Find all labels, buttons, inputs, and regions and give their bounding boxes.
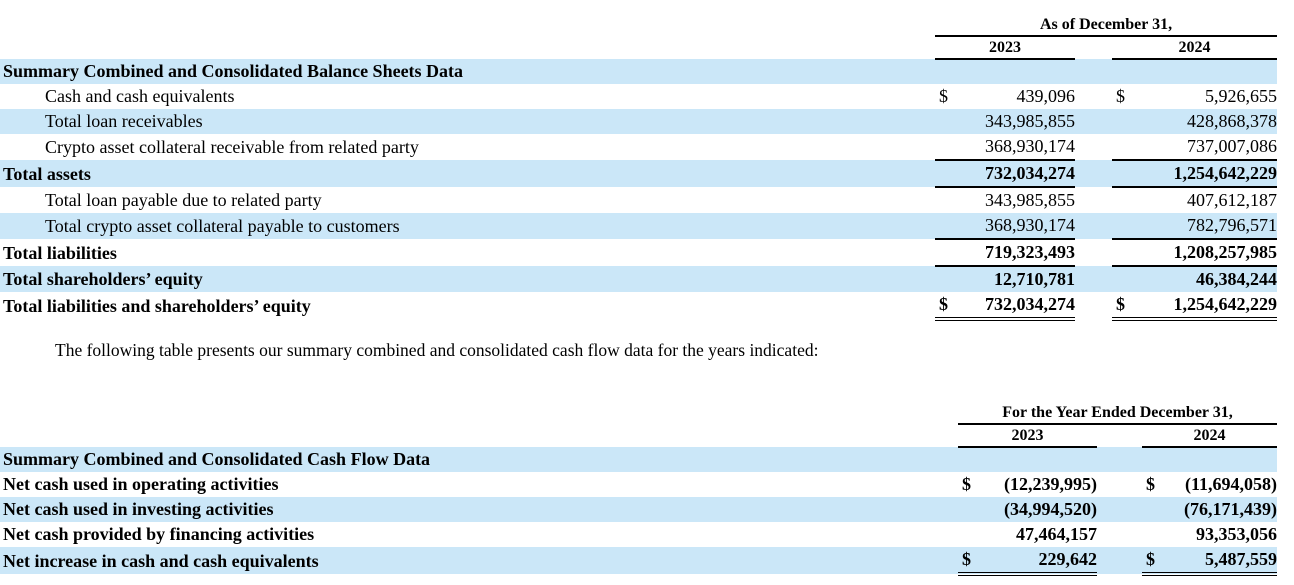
balance-sheet-table: As of December 31, 2023 2024 Summary Com… bbox=[0, 14, 1278, 321]
table-row: Crypto asset collateral receivable from … bbox=[0, 134, 1278, 161]
amount-2024: $1,254,642,229 bbox=[1112, 292, 1278, 321]
amount-2024: 737,007,086 bbox=[1112, 134, 1278, 161]
cash-flow-table: For the Year Ended December 31, 2023 202… bbox=[0, 402, 1277, 576]
row-label: Net cash used in investing activities bbox=[0, 497, 958, 522]
amount-2023: 12,710,781 bbox=[935, 266, 1075, 292]
amount-2023: 368,930,174 bbox=[935, 134, 1075, 161]
row-label: Total liabilities and shareholders’ equi… bbox=[3, 296, 311, 316]
intro-paragraph: The following table presents our summary… bbox=[55, 340, 819, 360]
year-header-2023: 2023 bbox=[958, 424, 1097, 448]
table-row: Total assets 732,034,274 1,254,642,229 bbox=[0, 160, 1278, 188]
table-row: Cash and cash equivalents $439,096 $5,92… bbox=[0, 84, 1277, 109]
section-title-row: Summary Combined and Consolidated Balanc… bbox=[0, 59, 1278, 84]
table-row: Net cash used in investing activities (3… bbox=[0, 497, 1277, 522]
amount-2024: 1,254,642,229 bbox=[1112, 160, 1278, 188]
table-row: Total crypto asset collateral payable to… bbox=[0, 213, 1278, 240]
amount-2024: $5,487,559 bbox=[1142, 547, 1277, 576]
dollar-sign: $ bbox=[939, 86, 948, 106]
row-label: Total crypto asset collateral payable to… bbox=[0, 213, 935, 239]
amount-2024: (76,171,439) bbox=[1142, 497, 1277, 522]
amount-2023: 343,985,855 bbox=[935, 109, 1075, 134]
period-header: For the Year Ended December 31, bbox=[958, 402, 1277, 425]
year-header-row: 2023 2024 bbox=[0, 424, 1277, 448]
row-label: Net increase in cash and cash equivalent… bbox=[0, 547, 958, 574]
year-header-2024: 2024 bbox=[1112, 36, 1278, 60]
row-label: Total assets bbox=[0, 160, 935, 187]
table-row: Total liabilities and shareholders’ equi… bbox=[0, 292, 1278, 321]
period-header: As of December 31, bbox=[935, 14, 1278, 37]
amount-2023: $229,642 bbox=[958, 547, 1097, 576]
amount-2024: $ (11,694,058) bbox=[1142, 472, 1277, 497]
amount-2023: 368,930,174 bbox=[935, 213, 1075, 240]
amount-2023: 47,464,157 bbox=[1016, 524, 1097, 544]
row-label: Total loan receivables bbox=[0, 109, 935, 134]
table-row: Net cash provided by financing activitie… bbox=[0, 522, 1277, 547]
amount-2024: 407,612,187 bbox=[1187, 190, 1278, 210]
table-row: Total liabilities 719,323,493 1,208,257,… bbox=[0, 239, 1278, 267]
row-label: Net cash used in operating activities bbox=[3, 474, 279, 494]
column-gap bbox=[1075, 36, 1112, 59]
amount-2024: 428,868,378 bbox=[1112, 109, 1278, 134]
amount-2023: (34,994,520) bbox=[958, 497, 1097, 522]
year-header-row: 2023 2024 bbox=[0, 36, 1278, 60]
year-header-2023: 2023 bbox=[935, 36, 1075, 60]
amount-2023: $ (12,239,995) bbox=[958, 472, 1097, 497]
table-row: Net cash used in operating activities $(… bbox=[0, 472, 1277, 497]
amount-2024: 782,796,571 bbox=[1112, 213, 1278, 240]
table-row: Total shareholders’ equity 12,710,781 46… bbox=[0, 266, 1278, 292]
amount-2023: 719,323,493 bbox=[935, 239, 1075, 267]
row-label: Total shareholders’ equity bbox=[0, 266, 935, 292]
period-header-row: As of December 31, bbox=[0, 14, 1278, 37]
row-label: Crypto asset collateral receivable from … bbox=[45, 137, 419, 157]
amount-2024: 46,384,244 bbox=[1112, 266, 1278, 292]
amount-2024: 1,208,257,985 bbox=[1112, 239, 1278, 267]
row-label: Cash and cash equivalents bbox=[45, 86, 235, 106]
amount-2023: $439,096 bbox=[935, 84, 1075, 109]
table-row: Net increase in cash and cash equivalent… bbox=[0, 547, 1277, 576]
table-row: Total loan payable due to related party … bbox=[0, 187, 1277, 213]
period-header-row: For the Year Ended December 31, bbox=[0, 402, 1277, 425]
section-title: Summary Combined and Consolidated Balanc… bbox=[0, 59, 935, 84]
dollar-sign: $ bbox=[1116, 86, 1125, 106]
amount-2024: $5,926,655 bbox=[1112, 84, 1277, 109]
year-header-2024: 2024 bbox=[1142, 424, 1277, 448]
dollar-sign: $ bbox=[939, 294, 948, 314]
amount-2024: 93,353,056 bbox=[1196, 524, 1277, 544]
section-title: Summary Combined and Consolidated Cash F… bbox=[0, 447, 958, 472]
dollar-sign: $ bbox=[1146, 474, 1155, 494]
table-row: Total loan receivables 343,985,855 428,8… bbox=[0, 109, 1278, 134]
row-label: Total liabilities bbox=[3, 243, 117, 263]
section-title-row: Summary Combined and Consolidated Cash F… bbox=[0, 447, 1277, 472]
column-gap bbox=[1097, 424, 1142, 447]
amount-2023: 732,034,274 bbox=[935, 160, 1075, 188]
row-label: Net cash provided by financing activitie… bbox=[3, 524, 315, 544]
amount-2023: $732,034,274 bbox=[935, 292, 1075, 321]
dollar-sign: $ bbox=[962, 474, 971, 494]
dollar-sign: $ bbox=[1116, 294, 1125, 314]
amount-2023: 343,985,855 bbox=[985, 190, 1075, 210]
dollar-sign: $ bbox=[1146, 549, 1155, 569]
row-label: Total loan payable due to related party bbox=[45, 190, 322, 210]
dollar-sign: $ bbox=[962, 549, 971, 569]
